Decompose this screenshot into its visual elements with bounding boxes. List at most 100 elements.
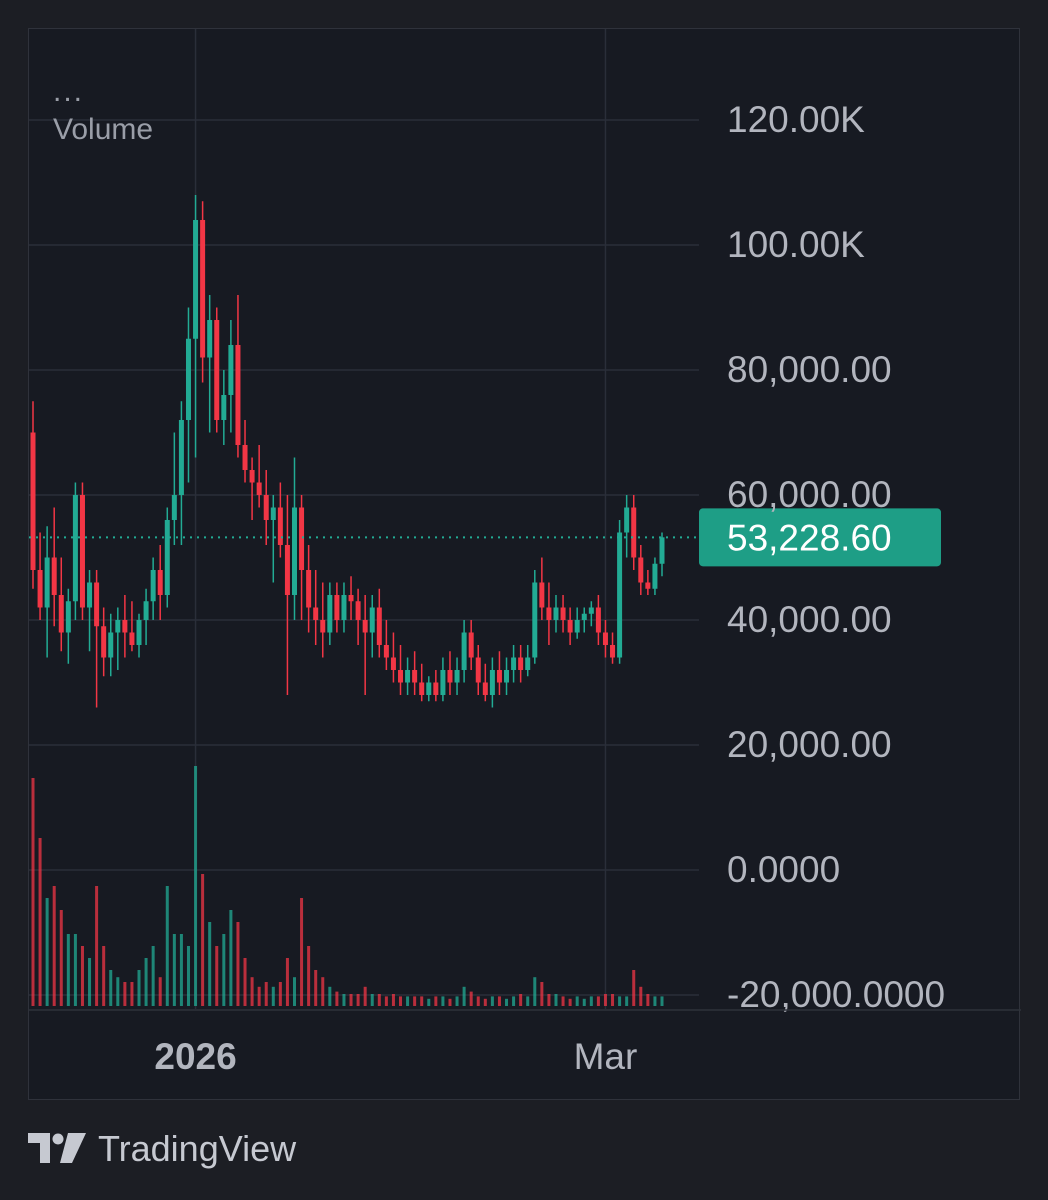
candle: [284, 495, 290, 695]
candle: [221, 370, 227, 445]
volume-bar: [95, 886, 99, 1006]
y-tick-label: 40,000.00: [727, 599, 892, 640]
candle: [440, 657, 446, 702]
candle: [546, 582, 552, 645]
volume-bar: [533, 977, 537, 1006]
volume-bar: [102, 946, 106, 1006]
volume-bar: [547, 994, 551, 1006]
x-tick-label: Mar: [574, 1036, 638, 1077]
y-tick-label: 20,000.00: [727, 724, 892, 765]
candle: [567, 607, 573, 645]
volume-bar: [179, 934, 183, 1006]
candle: [150, 557, 156, 620]
volume-bar: [130, 982, 134, 1006]
volume-bar: [589, 996, 593, 1006]
volume-bar: [526, 996, 530, 1006]
price-axis: 120.00K 100.00K 80,000.00 60,000.00 40,000.0…: [727, 99, 945, 1015]
volume-bar: [399, 996, 403, 1006]
candle: [398, 645, 404, 695]
candle: [306, 545, 312, 633]
candle: [595, 595, 601, 645]
candle: [468, 620, 474, 670]
candle: [482, 663, 488, 702]
volume-bar: [335, 991, 339, 1006]
volume-bar: [307, 946, 311, 1006]
volume-bar: [300, 898, 304, 1006]
volume-bar: [377, 994, 381, 1006]
volume-bar: [201, 874, 205, 1006]
volume-bar: [208, 922, 212, 1006]
last-price-label: 53,228.60: [727, 517, 892, 558]
volume-bar: [363, 986, 367, 1006]
candle: [638, 545, 644, 595]
chart-canvas[interactable]: 53,228.60 120.00K 100.00K 80,000.00 60,000.…: [29, 29, 1021, 1101]
volume-bar: [292, 977, 296, 1006]
candle: [475, 645, 481, 695]
y-tick-label: 0.0000: [727, 849, 840, 890]
tradingview-logo-icon: [28, 1133, 86, 1163]
volume-bar: [356, 994, 360, 1006]
volume-bar: [165, 886, 169, 1006]
volume-bar: [328, 986, 332, 1006]
volume-bar: [639, 986, 643, 1006]
candle: [249, 457, 255, 520]
candle: [327, 582, 333, 645]
volume-bar: [448, 998, 452, 1006]
volume-bar: [497, 996, 501, 1006]
candle: [171, 432, 177, 545]
candle: [461, 620, 467, 683]
candle: [291, 457, 297, 620]
candle: [30, 401, 36, 589]
candle: [560, 595, 566, 633]
volume-bar: [88, 958, 92, 1006]
volume-bar: [45, 898, 49, 1006]
candle: [299, 495, 305, 620]
candle: [242, 420, 248, 483]
candlestick-series: [30, 195, 665, 708]
volume-bar: [278, 982, 282, 1006]
candle: [355, 588, 361, 645]
candle: [553, 595, 559, 633]
volume-bar: [250, 977, 254, 1006]
candle: [79, 482, 85, 620]
candle: [228, 320, 234, 433]
candle: [87, 570, 93, 652]
y-tick-label: 120.00K: [727, 99, 865, 140]
candle: [58, 557, 64, 652]
volume-bar: [264, 982, 268, 1006]
volume-bar: [52, 886, 56, 1006]
x-tick-label: 2026: [154, 1036, 236, 1077]
volume-bar: [596, 996, 600, 1006]
volume-bar: [384, 996, 388, 1006]
volume-bar: [172, 934, 176, 1006]
volume-bar: [59, 910, 63, 1006]
candle: [369, 595, 375, 658]
volume-bar: [469, 991, 473, 1006]
volume-bar: [575, 996, 579, 1006]
volume-bar: [158, 977, 162, 1006]
volume-bar: [314, 970, 318, 1006]
candle: [447, 651, 453, 695]
volume-bar: [561, 996, 565, 1006]
volume-bar: [236, 922, 240, 1006]
candle: [277, 482, 283, 558]
volume-bar: [505, 998, 509, 1006]
candle: [518, 645, 524, 683]
volume-bar: [434, 996, 438, 1006]
candle: [454, 657, 460, 695]
volume-bar: [222, 934, 226, 1006]
volume-histogram: [31, 766, 664, 1006]
candle: [532, 570, 538, 664]
volume-bar: [441, 996, 445, 1006]
candle: [504, 657, 510, 695]
legend-menu-button[interactable]: ...: [53, 75, 85, 108]
candle: [645, 570, 651, 595]
candle: [136, 613, 142, 658]
chart-frame: 53,228.60 120.00K 100.00K 80,000.00 60,000.…: [28, 28, 1021, 1101]
volume-bar: [186, 946, 190, 1006]
volume-bar: [38, 838, 42, 1006]
candle: [94, 570, 100, 708]
candle: [207, 295, 213, 433]
volume-bar: [151, 946, 155, 1006]
candle: [122, 595, 128, 658]
